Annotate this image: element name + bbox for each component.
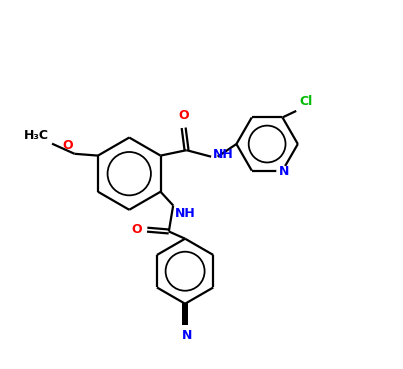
- Text: Cl: Cl: [299, 95, 312, 108]
- Text: O: O: [131, 223, 142, 236]
- Text: H₃C: H₃C: [24, 129, 49, 142]
- Text: O: O: [62, 139, 73, 152]
- Text: N: N: [279, 165, 289, 178]
- Text: O: O: [179, 109, 189, 123]
- Text: NH: NH: [213, 148, 234, 161]
- Text: N: N: [182, 329, 192, 342]
- Text: NH: NH: [175, 207, 196, 220]
